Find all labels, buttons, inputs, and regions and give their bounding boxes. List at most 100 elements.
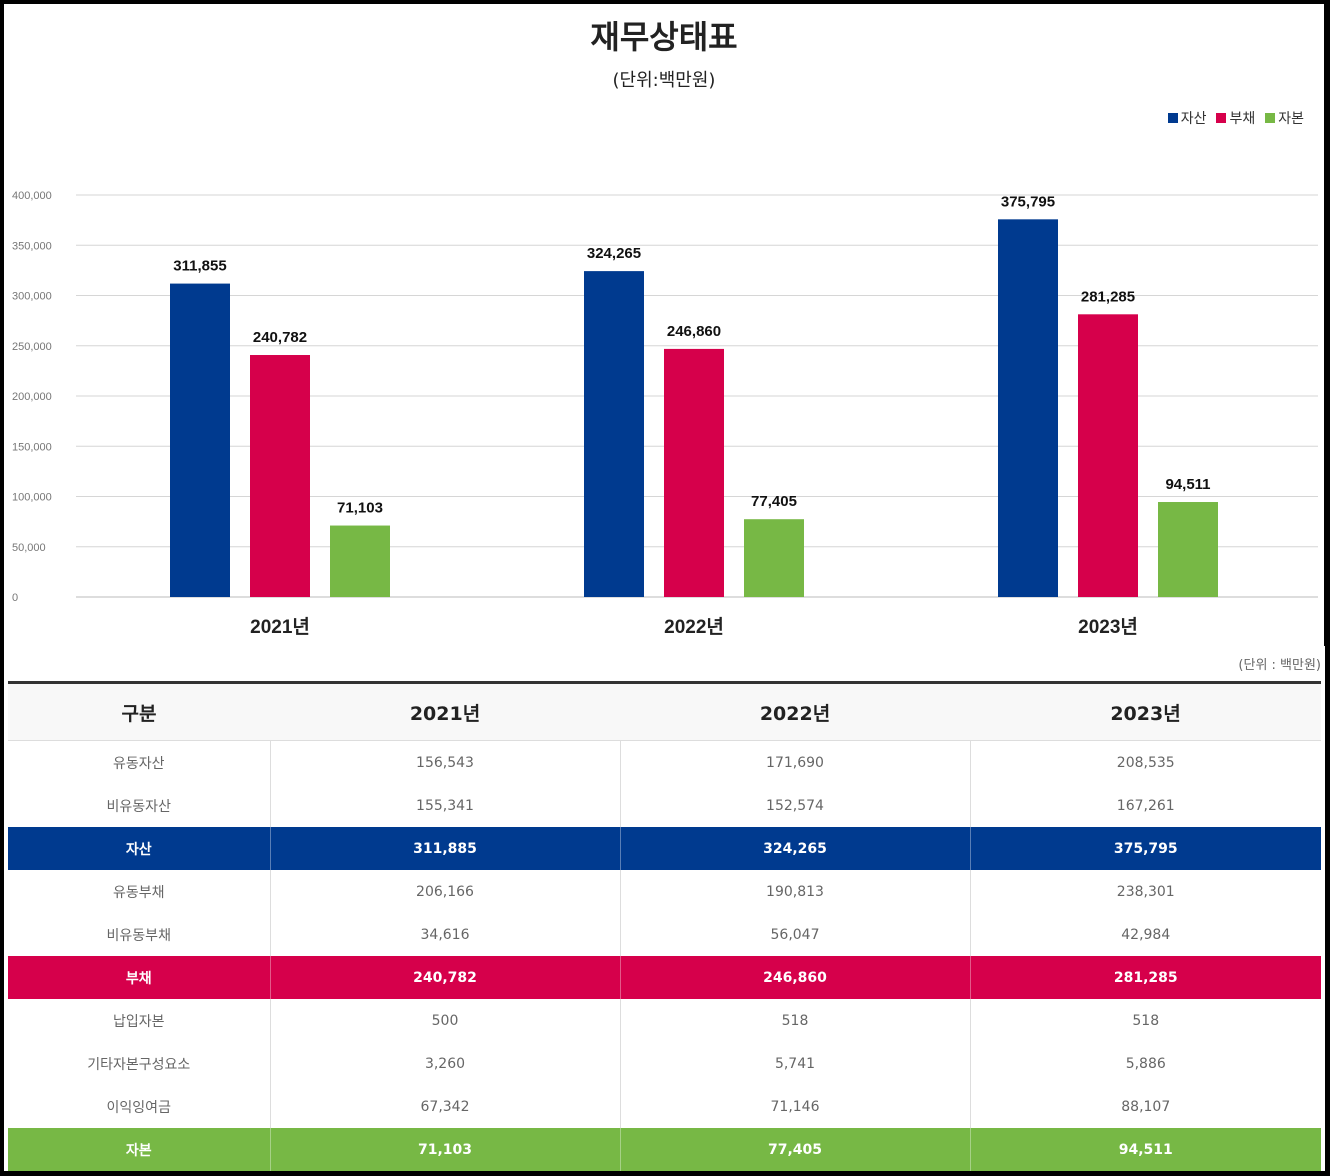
table-total-row: 자산 311,885 324,265 375,795	[8, 827, 1321, 870]
y-tick-label: 200,000	[12, 391, 52, 403]
row-value: 155,341	[269, 784, 620, 827]
row-label: 유동자산	[8, 740, 270, 784]
row-value: 156,543	[269, 740, 620, 784]
row-value: 311,885	[269, 827, 620, 870]
row-value: 240,782	[269, 956, 620, 999]
data-label: 77,405	[751, 493, 797, 510]
row-value: 518	[969, 999, 1321, 1042]
y-tick-label: 350,000	[12, 240, 52, 252]
row-value: 518	[619, 999, 970, 1042]
header-2023: 2023년	[970, 681, 1321, 741]
table-total-row: 부채 240,782 246,860 281,285	[8, 956, 1321, 999]
row-label: 유동부채	[8, 870, 270, 913]
table-row: 납입자본 500 518 518	[8, 999, 1321, 1042]
table-unit-note: (단위 : 백만원)	[1238, 658, 1321, 673]
table-row: 기타자본구성요소 3,260 5,741 5,886	[8, 1042, 1321, 1085]
data-label: 311,855	[173, 258, 226, 275]
data-label: 94,511	[1165, 476, 1210, 493]
row-value: 67,342	[269, 1085, 620, 1128]
legend-swatch-liabilities	[1216, 113, 1227, 123]
chart-legend: 자산 부채 자본	[1167, 108, 1304, 128]
row-label: 이익잉여금	[8, 1085, 270, 1128]
x-tick-label: 2022년	[664, 616, 724, 638]
row-value: 167,261	[969, 784, 1321, 827]
table-total-row: 자본 71,103 77,405 94,511	[8, 1128, 1321, 1171]
y-tick-label: 150,000	[12, 441, 52, 453]
row-value: 281,285	[969, 956, 1321, 999]
row-value: 94,511	[969, 1128, 1321, 1171]
x-tick-label: 2021년	[250, 616, 310, 638]
data-label: 240,782	[253, 329, 307, 346]
header-category: 구분	[8, 681, 270, 741]
bar-assets-2[interactable]	[998, 219, 1058, 597]
row-label: 비유동자산	[8, 784, 270, 827]
bar-equity-0[interactable]	[330, 525, 390, 597]
table-row: 유동부채 206,166 190,813 238,301	[8, 870, 1321, 913]
y-tick-label: 100,000	[12, 492, 52, 504]
row-value: 206,166	[269, 870, 620, 913]
chart-panel: 재무상태표 (단위:백만원) 자산 부채 자본 0 50,000 100,000 15…	[4, 4, 1324, 646]
bar-equity-2[interactable]	[1158, 502, 1218, 597]
header-2022: 2022년	[620, 681, 970, 741]
y-tick-label: 50,000	[12, 542, 46, 554]
bar-liabilities-2[interactable]	[1078, 314, 1138, 597]
bar-chart: 0 50,000 100,000 150,000 200,000 250,000 300,0…	[12, 190, 1318, 638]
row-value: 34,616	[269, 913, 620, 956]
table-header-row: 구분 2021년 2022년 2023년	[8, 681, 1321, 741]
row-label: 자산	[8, 827, 270, 870]
chart-title: 재무상태표	[590, 18, 738, 56]
row-value: 190,813	[619, 870, 970, 913]
row-value: 5,741	[619, 1042, 970, 1085]
legend-item-assets[interactable]: 자산	[1167, 108, 1207, 128]
legend-swatch-equity	[1265, 113, 1276, 123]
row-value: 71,146	[619, 1085, 970, 1128]
legend-item-equity[interactable]: 자본	[1265, 108, 1304, 128]
row-label: 납입자본	[8, 999, 270, 1042]
data-label: 246,860	[667, 323, 721, 340]
legend-label-assets: 자산	[1180, 111, 1207, 127]
header-2021: 2021년	[270, 681, 620, 741]
bar-assets-1[interactable]	[584, 271, 644, 597]
table-row: 이익잉여금 67,342 71,146 88,107	[8, 1085, 1321, 1128]
table-row: 유동자산 156,543 171,690 208,535	[8, 740, 1321, 784]
row-label: 비유동부채	[8, 913, 270, 956]
row-value: 208,535	[969, 740, 1321, 784]
row-value: 42,984	[969, 913, 1321, 956]
row-value: 171,690	[619, 740, 970, 784]
y-tick-label: 400,000	[12, 190, 52, 202]
y-tick-label: 0	[12, 592, 18, 604]
data-label: 281,285	[1081, 288, 1135, 305]
y-tick-label: 250,000	[12, 341, 52, 353]
table-row: 비유동자산 155,341 152,574 167,261	[8, 784, 1321, 827]
row-value: 71,103	[269, 1128, 620, 1171]
y-tick-label: 300,000	[12, 291, 52, 303]
chart-subtitle: (단위:백만원)	[612, 70, 716, 91]
row-value: 375,795	[969, 827, 1321, 870]
data-label: 324,265	[587, 245, 641, 262]
row-value: 246,860	[619, 956, 970, 999]
balance-sheet-table: 구분 2021년 2022년 2023년 유동자산 156,543 171,690 2…	[8, 681, 1321, 1171]
row-value: 88,107	[969, 1085, 1321, 1128]
table-row: 비유동부채 34,616 56,047 42,984	[8, 913, 1321, 956]
bar-equity-1[interactable]	[744, 519, 804, 597]
row-value: 5,886	[969, 1042, 1321, 1085]
data-label: 71,103	[337, 500, 383, 517]
x-tick-label: 2023년	[1078, 616, 1138, 638]
row-value: 3,260	[269, 1042, 620, 1085]
row-value: 500	[269, 999, 620, 1042]
row-value: 324,265	[619, 827, 970, 870]
row-value: 238,301	[969, 870, 1321, 913]
legend-label-equity: 자본	[1278, 111, 1304, 127]
bar-liabilities-1[interactable]	[664, 348, 724, 597]
bar-liabilities-0[interactable]	[250, 355, 310, 597]
table-panel: (단위 : 백만원) 구분 2021년 2022년 2023년 유동자산 156,…	[4, 646, 1325, 1171]
legend-label-liabilities: 부채	[1229, 111, 1256, 127]
row-label: 기타자본구성요소	[8, 1042, 270, 1085]
bar-assets-0[interactable]	[170, 283, 230, 597]
row-value: 152,574	[619, 784, 970, 827]
row-label: 부채	[8, 956, 270, 999]
row-value: 56,047	[619, 913, 970, 956]
legend-item-liabilities[interactable]: 부채	[1216, 108, 1255, 128]
row-label: 자본	[8, 1128, 270, 1171]
legend-swatch-assets	[1167, 113, 1178, 123]
